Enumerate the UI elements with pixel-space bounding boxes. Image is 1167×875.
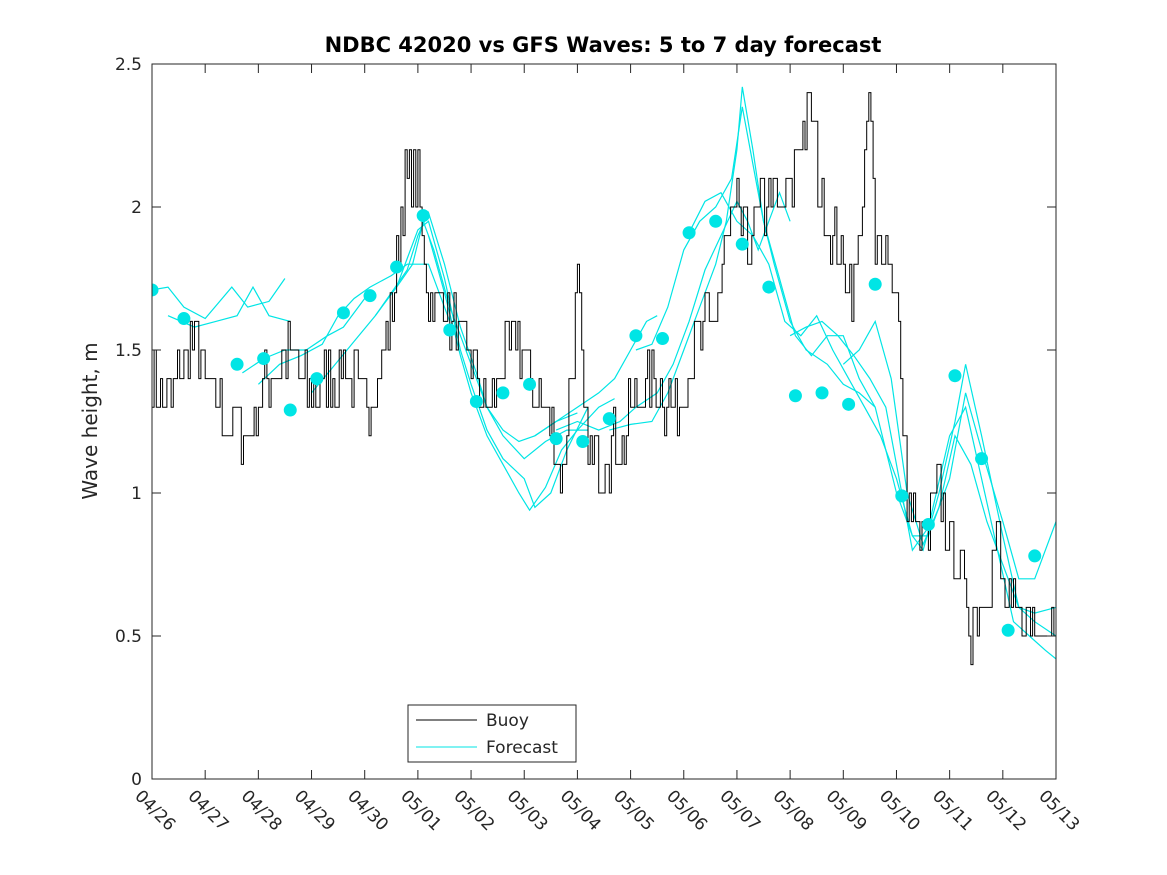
forecast-series-line bbox=[635, 106, 1056, 580]
forecast-marker bbox=[549, 432, 563, 446]
y-tick-label: 1 bbox=[131, 484, 142, 504]
x-tick-label: 05/12 bbox=[981, 786, 1030, 835]
legend-label-forecast: Forecast bbox=[486, 738, 558, 758]
legend-label-buoy: Buoy bbox=[486, 711, 529, 731]
forecast-marker bbox=[152, 283, 159, 297]
forecast-marker bbox=[523, 377, 537, 391]
forecast-series-line bbox=[534, 315, 658, 437]
forecast-marker bbox=[310, 372, 324, 386]
forecast-marker bbox=[788, 389, 802, 403]
forecast-marker bbox=[975, 452, 989, 466]
x-tick-label: 05/09 bbox=[822, 786, 871, 835]
forecast-marker bbox=[735, 237, 749, 251]
forecast-marker bbox=[895, 489, 909, 503]
forecast-marker bbox=[177, 312, 191, 326]
plot-area-frame bbox=[151, 63, 1057, 780]
forecast-marker bbox=[948, 369, 962, 383]
forecast-marker bbox=[230, 357, 244, 371]
x-tick-label: 04/28 bbox=[237, 786, 286, 835]
forecast-series-line bbox=[311, 219, 588, 460]
buoy-series-line bbox=[152, 92, 1056, 666]
y-tick-label: 0 bbox=[131, 770, 142, 790]
x-tick-label: 05/06 bbox=[662, 786, 711, 835]
forecast-series-line bbox=[427, 235, 615, 512]
y-tick-label: 2.5 bbox=[115, 55, 142, 75]
x-tick-label: 05/11 bbox=[928, 786, 977, 835]
x-tick-label: 05/03 bbox=[503, 786, 552, 835]
forecast-marker bbox=[602, 412, 616, 426]
y-tick-label: 0.5 bbox=[115, 627, 142, 647]
x-tick-label: 05/02 bbox=[450, 786, 499, 835]
forecast-series-line bbox=[789, 320, 1056, 660]
forecast-series-line bbox=[688, 191, 1056, 614]
forecast-series-line bbox=[152, 278, 286, 320]
forecast-marker bbox=[815, 386, 829, 400]
x-tick-label: 04/29 bbox=[290, 786, 339, 835]
x-tick-label: 04/26 bbox=[130, 786, 179, 835]
forecast-marker bbox=[762, 280, 776, 294]
forecast-marker bbox=[390, 260, 404, 274]
forecast-marker bbox=[655, 332, 669, 346]
forecast-marker bbox=[416, 209, 430, 223]
forecast-series-line bbox=[609, 86, 876, 431]
forecast-series-line bbox=[257, 263, 451, 385]
forecast-marker bbox=[1001, 623, 1015, 637]
x-tick-label: 05/08 bbox=[769, 786, 818, 835]
x-tick-label: 05/13 bbox=[1034, 786, 1083, 835]
forecast-marker bbox=[469, 394, 483, 408]
y-tick-label: 2 bbox=[131, 198, 142, 218]
x-tick-label: 05/07 bbox=[715, 786, 764, 835]
forecast-marker bbox=[257, 352, 271, 366]
forecast-marker bbox=[868, 277, 882, 291]
x-tick-label: 04/27 bbox=[184, 786, 233, 835]
forecast-marker bbox=[576, 435, 590, 449]
forecast-marker bbox=[629, 329, 643, 343]
forecast-marker bbox=[336, 306, 350, 320]
forecast-marker bbox=[921, 517, 935, 531]
forecast-marker bbox=[283, 403, 297, 417]
y-tick-label: 1.5 bbox=[115, 341, 142, 361]
forecast-marker bbox=[1028, 549, 1042, 563]
legend: Buoy Forecast bbox=[407, 704, 577, 763]
x-tick-label: 05/01 bbox=[396, 786, 445, 835]
x-tick-label: 05/05 bbox=[609, 786, 658, 835]
x-tick-label: 05/10 bbox=[875, 786, 924, 835]
forecast-marker bbox=[363, 289, 377, 303]
forecast-series-line bbox=[842, 319, 1056, 637]
forecast-marker bbox=[682, 226, 696, 240]
forecast-series-line bbox=[555, 190, 791, 431]
forecast-marker bbox=[443, 323, 457, 337]
forecast-marker bbox=[842, 397, 856, 411]
x-tick-label: 04/30 bbox=[343, 786, 392, 835]
chart-title: NDBC 42020 vs GFS Waves: 5 to 7 day fore… bbox=[325, 33, 882, 57]
legend-box bbox=[407, 704, 577, 763]
x-tick-label: 05/04 bbox=[556, 786, 605, 835]
y-axis-label: Wave height, m bbox=[78, 342, 102, 499]
forecast-marker bbox=[709, 214, 723, 228]
forecast-marker bbox=[496, 386, 510, 400]
